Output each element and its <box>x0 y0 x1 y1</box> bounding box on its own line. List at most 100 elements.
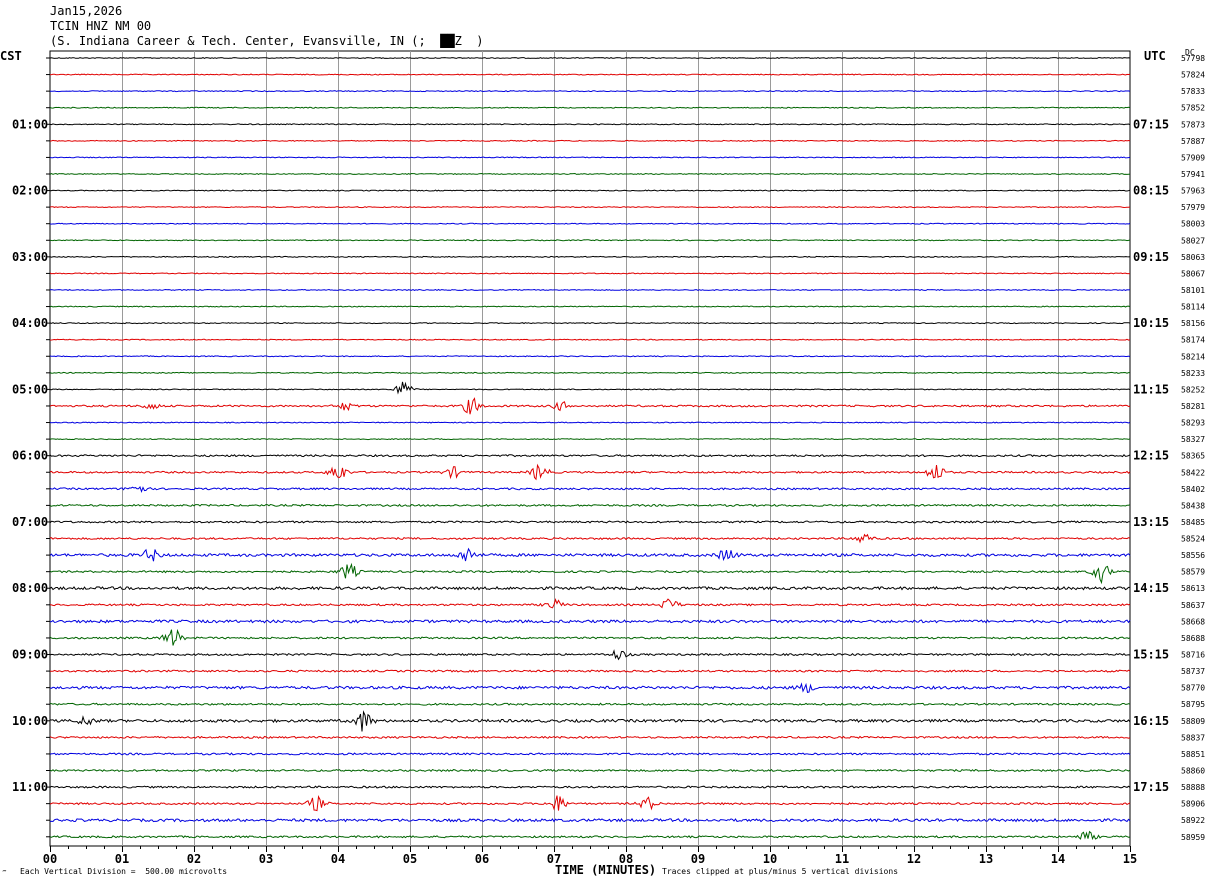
timezone-left-label: CST <box>0 49 22 63</box>
dc-value-label: 58556 <box>1181 551 1205 560</box>
date-label: Jan15,2026 <box>50 4 123 18</box>
hour-label-left: 09:00 <box>12 648 48 662</box>
hour-label-right: 16:15 <box>1133 714 1169 728</box>
seismic-trace <box>49 682 1131 693</box>
hour-label-left: 11:00 <box>12 780 48 794</box>
dc-value-label: 58579 <box>1181 568 1205 577</box>
seismic-trace <box>49 156 1131 159</box>
seismic-trace <box>49 735 1131 739</box>
dc-value-label: 58233 <box>1181 369 1205 378</box>
dc-value-label: 57941 <box>1181 170 1205 179</box>
seismic-trace <box>49 222 1131 225</box>
hour-label-right: 07:15 <box>1133 117 1169 131</box>
seismic-trace <box>49 669 1131 673</box>
seismic-trace <box>49 586 1130 591</box>
seismic-trace <box>49 752 1131 756</box>
dc-value-label: 58402 <box>1181 485 1205 494</box>
dc-value-label: 58613 <box>1181 584 1205 593</box>
seismic-trace <box>49 288 1131 291</box>
x-tick-label: 00 <box>43 852 57 866</box>
dc-value-label: 58252 <box>1181 385 1205 394</box>
dc-value-label: 58795 <box>1181 700 1205 709</box>
dc-value-label: 58438 <box>1181 501 1205 510</box>
dc-value-label: 58101 <box>1181 286 1205 295</box>
dc-value-label: 57909 <box>1181 153 1205 162</box>
dc-value-label: 58668 <box>1181 617 1205 626</box>
station-label: TCIN HNZ NM 00 <box>50 19 152 33</box>
dc-value-label: 58174 <box>1181 336 1205 345</box>
dc-value-label: 57798 <box>1181 54 1205 63</box>
x-tick-label: 10 <box>763 852 777 866</box>
seismic-trace <box>49 239 1131 242</box>
hour-label-left: 10:00 <box>12 714 48 728</box>
dc-value-label: 58422 <box>1181 468 1205 477</box>
hour-label-right: 09:15 <box>1133 250 1169 264</box>
x-tick-label: 03 <box>259 852 273 866</box>
seismic-trace <box>49 463 1131 481</box>
seismic-trace <box>49 818 1131 823</box>
x-tick-label: 11 <box>835 852 849 866</box>
dc-value-label: 58485 <box>1181 518 1205 527</box>
seismic-trace <box>49 371 1130 374</box>
hour-label-right: 11:15 <box>1133 382 1169 396</box>
dc-value-label: 58067 <box>1181 269 1205 278</box>
seismic-trace <box>49 628 1131 646</box>
seismic-trace <box>49 139 1131 142</box>
hour-label-right: 10:15 <box>1133 316 1169 330</box>
seismic-trace <box>49 710 1131 732</box>
dc-value-label: 58114 <box>1181 303 1205 312</box>
dc-value-label: 58365 <box>1181 452 1205 461</box>
x-tick-label: 09 <box>691 852 705 866</box>
x-tick-label: 02 <box>187 852 201 866</box>
x-tick-label: 05 <box>403 852 417 866</box>
dc-value-label: 58688 <box>1181 634 1205 643</box>
seismic-trace <box>49 785 1131 789</box>
x-axis-title: TIME (MINUTES) <box>555 863 657 877</box>
dc-value-label: 58214 <box>1181 352 1205 361</box>
hour-label-right: 08:15 <box>1133 184 1169 198</box>
x-tick-label: 04 <box>331 852 345 866</box>
x-tick-label: 13 <box>979 852 993 866</box>
seismic-trace <box>49 338 1131 341</box>
dc-value-label: 58737 <box>1181 667 1205 676</box>
seismic-trace <box>49 322 1131 325</box>
hour-label-left: 05:00 <box>12 382 48 396</box>
seismic-trace <box>50 702 1131 706</box>
seismic-trace <box>49 255 1131 258</box>
seismic-trace <box>49 562 1131 585</box>
dc-value-label: 57824 <box>1181 71 1205 80</box>
seismic-trace <box>49 598 1131 609</box>
dc-value-label: 58809 <box>1181 717 1205 726</box>
seismic-trace <box>49 73 1131 76</box>
dc-header-label: DC <box>1185 48 1195 57</box>
hour-label-right: 17:15 <box>1133 780 1169 794</box>
hour-label-right: 14:15 <box>1133 581 1169 595</box>
dc-value-label: 57852 <box>1181 104 1205 113</box>
seismic-trace <box>49 649 1131 661</box>
x-tick-label: 01 <box>115 852 129 866</box>
seismic-trace <box>49 206 1131 209</box>
dc-value-label: 58906 <box>1181 800 1205 809</box>
x-tick-label: 12 <box>907 852 921 866</box>
seismic-trace <box>49 486 1131 493</box>
vertical-division-note: Each Vertical Division = 500.00 microvol… <box>20 867 228 876</box>
seismic-trace <box>49 454 1131 458</box>
hour-label-left: 06:00 <box>12 449 48 463</box>
hour-label-left: 02:00 <box>12 184 48 198</box>
dc-value-label: 58327 <box>1181 435 1205 444</box>
clipping-note: Traces clipped at plus/minus 5 vertical … <box>662 867 899 876</box>
timezone-right-label: UTC <box>1144 49 1166 63</box>
seismic-trace <box>49 547 1131 562</box>
dc-value-label: 58837 <box>1181 733 1205 742</box>
dc-value-label: 58524 <box>1181 535 1205 544</box>
dc-value-label: 58281 <box>1181 402 1205 411</box>
seismic-trace <box>49 503 1131 507</box>
plot-frame <box>49 50 1131 847</box>
dc-value-label: 58716 <box>1181 651 1205 660</box>
hour-label-left: 07:00 <box>12 515 48 529</box>
dc-value-label: 58156 <box>1181 319 1205 328</box>
dc-value-label: 58027 <box>1181 236 1205 245</box>
dc-value-label: 58063 <box>1181 253 1205 262</box>
seismic-trace <box>50 90 1131 93</box>
x-tick-label: 15 <box>1123 852 1137 866</box>
